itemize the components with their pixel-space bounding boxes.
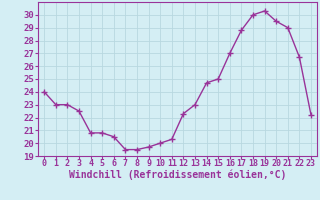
X-axis label: Windchill (Refroidissement éolien,°C): Windchill (Refroidissement éolien,°C) bbox=[69, 169, 286, 180]
